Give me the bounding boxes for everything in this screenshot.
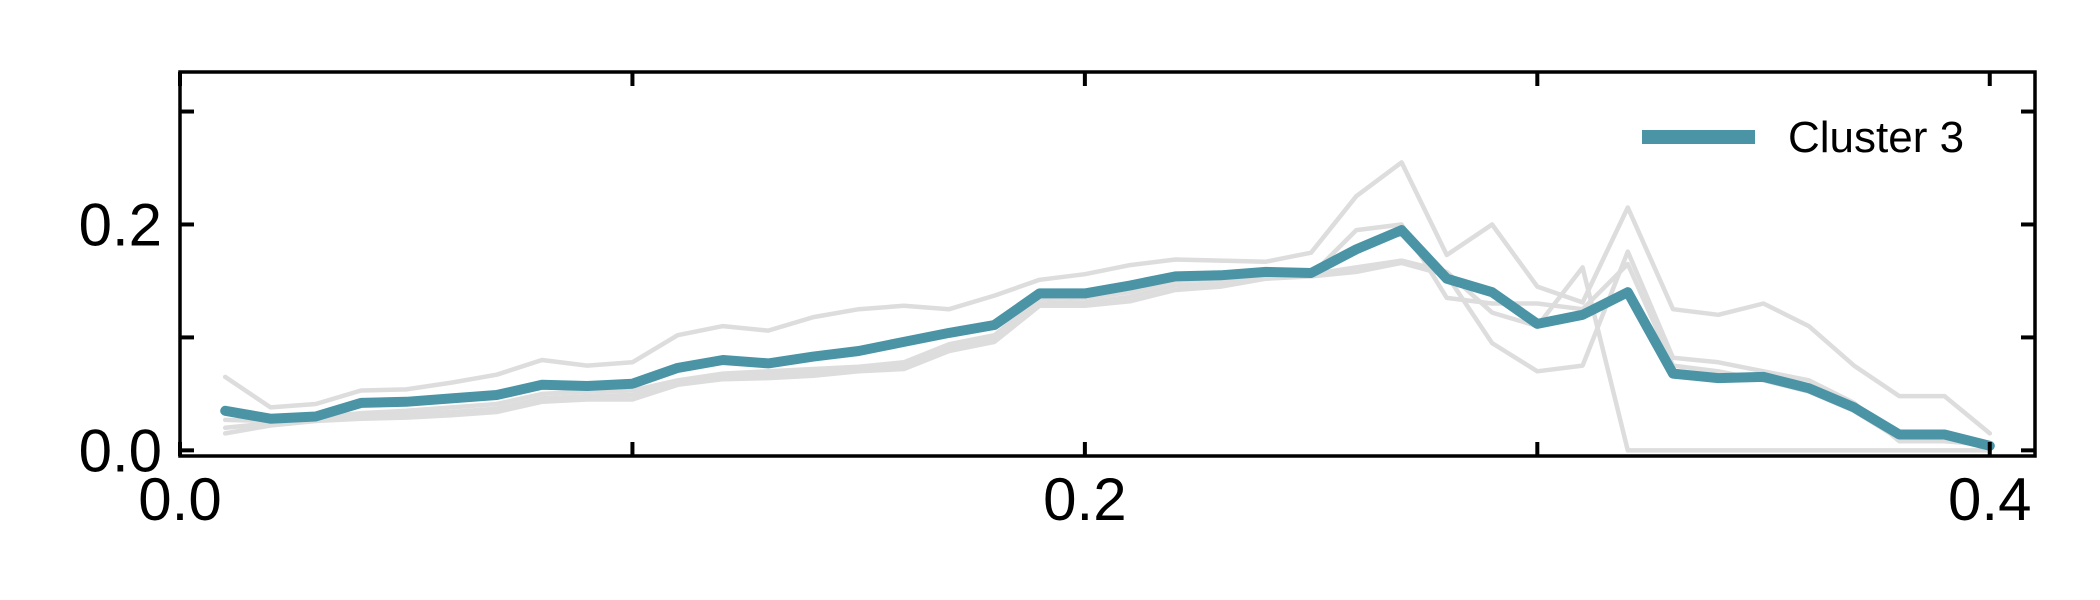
series-line-cluster-3 <box>220 225 1995 451</box>
background-series-line-2 <box>222 249 1993 447</box>
x-tick-label-4: 0.4 <box>1948 466 2031 533</box>
background-series-line-4 <box>222 222 1993 450</box>
series-layer <box>220 160 1995 453</box>
y-tick-label-0: 0.0 <box>79 417 162 484</box>
legend-label-cluster-3: Cluster 3 <box>1788 113 1964 162</box>
background-series-line-1 <box>222 160 1993 436</box>
x-tick-label-2: 0.2 <box>1043 466 1126 533</box>
ticks-layer: 0.0 0.2 0.4 0.0 0.2 <box>79 72 2035 533</box>
plot-area-frame <box>178 70 2037 458</box>
background-series-line-3 <box>222 258 1993 453</box>
x-tick-label-0: 0.0 <box>138 466 221 533</box>
y-tick-label-2: 0.2 <box>79 191 162 258</box>
legend: Cluster 3 <box>1642 113 1964 162</box>
